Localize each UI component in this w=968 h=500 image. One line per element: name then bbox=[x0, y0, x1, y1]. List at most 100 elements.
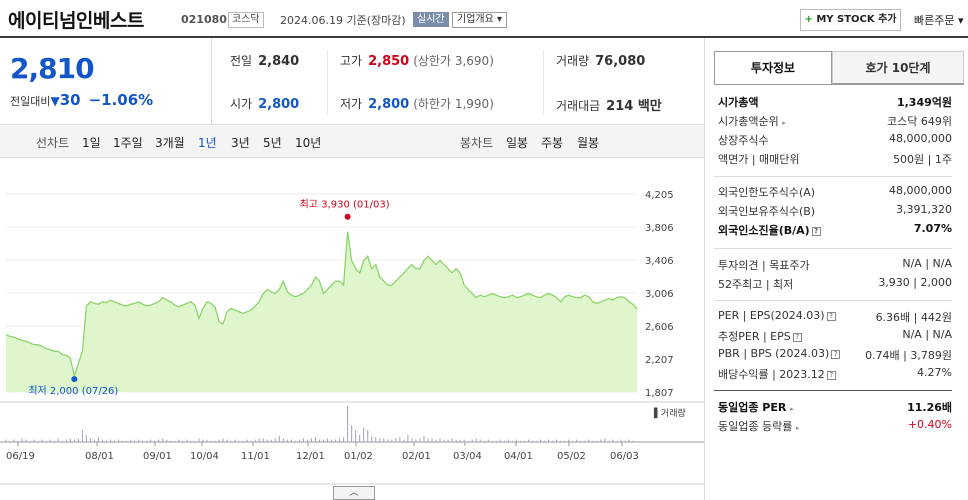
quick-order-dropdown[interactable]: 빠른주문 ▾ bbox=[914, 14, 964, 27]
candle-weekly[interactable]: 주봉 bbox=[541, 136, 564, 150]
volume-bar bbox=[170, 440, 172, 442]
volume-bar bbox=[411, 438, 413, 442]
period-10y[interactable]: 10년 bbox=[295, 136, 322, 150]
x-tick-label: 09/01 bbox=[143, 451, 172, 462]
row-industry-rate[interactable]: 동일업종 등락률 ▸ +0.40% bbox=[718, 418, 952, 433]
volume-bar bbox=[632, 440, 634, 442]
volume-bar bbox=[162, 438, 164, 442]
volume-bar bbox=[431, 438, 433, 442]
period-1y[interactable]: 1년 bbox=[198, 136, 217, 150]
min-label: 최저 2,000 (07/26) bbox=[28, 385, 118, 397]
realtime-button[interactable]: 실시간 bbox=[413, 12, 449, 27]
period-3y[interactable]: 3년 bbox=[231, 136, 250, 150]
volume-bar bbox=[266, 439, 268, 442]
x-tick-label: 08/01 bbox=[85, 451, 114, 462]
help-icon[interactable]: ? bbox=[831, 350, 841, 359]
volume-bar bbox=[399, 437, 401, 442]
volume-bar bbox=[515, 439, 517, 442]
volume-bar bbox=[190, 440, 192, 442]
volume-bar bbox=[600, 439, 602, 442]
volume-bar bbox=[114, 440, 116, 442]
candle-monthly[interactable]: 월봉 bbox=[577, 136, 600, 150]
volume-bar bbox=[499, 439, 501, 442]
volume-bar bbox=[294, 440, 296, 442]
volume-bar bbox=[226, 439, 228, 442]
panel-divider bbox=[704, 38, 705, 500]
tab-invest-info[interactable]: 투자정보 bbox=[714, 51, 832, 84]
row-industry-per[interactable]: 동일업종 PER ▸ 11.26배 bbox=[718, 401, 952, 414]
row-est-per: 추정PER | EPS? N/A | N/A bbox=[718, 328, 952, 343]
volume-bar bbox=[77, 438, 79, 442]
volume-bar bbox=[290, 439, 292, 442]
price-chart[interactable]: 4,205 3,806 3,406 3,006 2,606 2,207 1,807 최고 3,… bbox=[0, 158, 704, 500]
period-1d[interactable]: 1일 bbox=[82, 136, 101, 150]
volume-bar bbox=[166, 439, 168, 442]
volume-bar bbox=[142, 440, 144, 442]
volume-bar bbox=[403, 439, 405, 442]
chevron-up-icon: ︿ bbox=[349, 488, 359, 498]
change-row: 전일대비▼30 −1.06% bbox=[10, 91, 153, 109]
volume-bar bbox=[150, 439, 152, 442]
volume-bar bbox=[318, 439, 320, 442]
volume-bar bbox=[556, 439, 558, 442]
volume-bar bbox=[604, 438, 606, 442]
price-area bbox=[6, 231, 637, 392]
help-icon[interactable]: ? bbox=[811, 227, 821, 236]
x-tick-label: 02/01 bbox=[402, 451, 431, 462]
volume-bar bbox=[29, 440, 31, 442]
volume-bar bbox=[101, 439, 103, 442]
stock-header: 에이티넘인베스트 021080 코스닥 2024.06.19 기준(장마감) 실… bbox=[0, 0, 968, 38]
tab-order-book[interactable]: 호가 10단계 bbox=[832, 51, 964, 84]
volume-bar bbox=[584, 440, 586, 442]
period-1w[interactable]: 1주일 bbox=[113, 136, 143, 150]
max-label: 최고 3,930 (01/03) bbox=[300, 199, 390, 211]
volume-bar bbox=[138, 439, 140, 442]
volume-bar bbox=[507, 439, 509, 442]
volume-bar bbox=[178, 439, 180, 442]
market-badge: 코스닥 bbox=[228, 12, 264, 28]
volume-bar bbox=[503, 440, 505, 442]
volume-bar bbox=[254, 439, 256, 442]
company-overview-dropdown[interactable]: 기업개요 ▾ bbox=[452, 12, 507, 28]
down-arrow-icon: ▼ bbox=[50, 94, 60, 108]
y-tick-label: 3,406 bbox=[645, 256, 674, 267]
volume-bar bbox=[278, 436, 280, 442]
volume-bar bbox=[544, 440, 546, 442]
period-3m[interactable]: 3개월 bbox=[155, 136, 185, 150]
help-icon[interactable]: ? bbox=[826, 312, 836, 321]
x-tick-label: 10/04 bbox=[190, 451, 219, 462]
help-icon[interactable]: ? bbox=[826, 371, 836, 380]
volume-bar bbox=[467, 440, 469, 442]
volume-bar bbox=[375, 437, 377, 442]
volume-bar bbox=[363, 427, 365, 442]
x-tick-label: 11/01 bbox=[241, 451, 270, 462]
row-dividend: 배당수익률 | 2023.12? 4.27% bbox=[718, 366, 952, 381]
volume-bar bbox=[395, 438, 397, 442]
volume-bar bbox=[351, 425, 353, 442]
info-group-foreign: 외국인한도주식수(A) 48,000,000 외국인보유주식수(B) 3,391,3… bbox=[714, 182, 952, 242]
volume-bar bbox=[616, 440, 618, 442]
volume-bar bbox=[327, 438, 329, 442]
volume-bar bbox=[443, 439, 445, 442]
candle-daily[interactable]: 일봉 bbox=[506, 136, 529, 150]
candle-chart-label: 봉차트 bbox=[460, 136, 494, 150]
volume-bar bbox=[73, 439, 75, 442]
volume-bar bbox=[270, 439, 272, 442]
tab-underline bbox=[714, 84, 964, 85]
date-info: 2024.06.19 기준(장마감) bbox=[280, 14, 406, 27]
help-icon[interactable]: ? bbox=[792, 333, 802, 342]
volume-bar bbox=[33, 439, 35, 442]
volume-bar bbox=[122, 440, 124, 442]
company-name: 에이티넘인베스트 bbox=[8, 10, 144, 32]
period-5y[interactable]: 5년 bbox=[263, 136, 282, 150]
volume-bar bbox=[202, 439, 204, 442]
volume-bar bbox=[548, 439, 550, 442]
volume-bar bbox=[182, 440, 184, 442]
divider bbox=[714, 300, 952, 301]
volume-bar bbox=[580, 440, 582, 442]
volume-bar bbox=[61, 440, 63, 442]
collapse-chart-button[interactable]: ︿ bbox=[333, 486, 375, 500]
volume-bar bbox=[109, 439, 111, 442]
volume-bar bbox=[592, 440, 594, 442]
my-stock-add-button[interactable]: + MY STOCK 추가 bbox=[800, 9, 901, 31]
